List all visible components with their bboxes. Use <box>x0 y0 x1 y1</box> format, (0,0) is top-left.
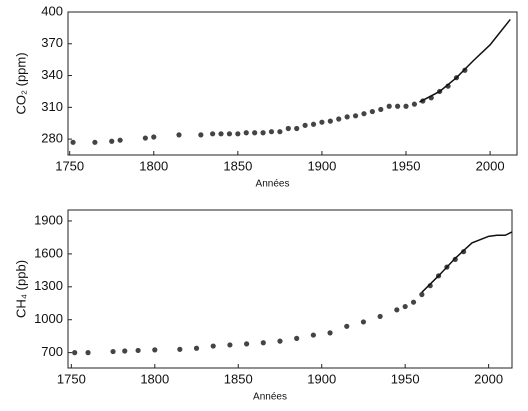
point <box>117 137 123 143</box>
point <box>92 139 98 145</box>
x-axis-label: Années <box>253 392 287 403</box>
point <box>110 348 116 355</box>
x-tick-label: 1800 <box>139 158 168 173</box>
y-tick-label: 340 <box>41 67 63 82</box>
point <box>277 129 283 135</box>
point <box>377 313 383 320</box>
x-tick-label: 1850 <box>224 371 253 386</box>
point <box>294 335 300 341</box>
plot-frame <box>67 11 518 156</box>
point <box>310 332 316 338</box>
point <box>218 131 224 137</box>
point <box>210 343 216 349</box>
x-tick-label: 1750 <box>55 158 84 173</box>
point <box>177 346 183 352</box>
point <box>378 106 384 113</box>
point <box>176 132 182 138</box>
point <box>344 114 350 120</box>
point <box>327 330 333 336</box>
y-tick-label: 1300 <box>34 278 63 293</box>
point <box>360 319 367 325</box>
point <box>402 303 408 310</box>
point <box>327 118 333 124</box>
point <box>277 338 283 344</box>
point <box>302 122 308 128</box>
point <box>243 130 249 136</box>
y-tick-label: 700 <box>41 344 63 359</box>
point <box>268 129 275 135</box>
point <box>152 347 158 353</box>
point <box>151 134 157 140</box>
point <box>122 348 128 354</box>
plot-frame <box>67 209 513 369</box>
x-axis-label: Années <box>256 179 290 190</box>
point <box>198 132 204 138</box>
x-tick-label: 1800 <box>140 371 169 386</box>
line <box>421 231 513 293</box>
point <box>419 291 425 298</box>
point <box>361 111 367 117</box>
point <box>109 138 115 144</box>
point <box>285 125 291 132</box>
point <box>193 345 200 351</box>
y-tick-label: 310 <box>41 99 63 114</box>
point <box>352 113 359 119</box>
point <box>85 350 91 356</box>
point <box>403 103 409 109</box>
x-tick-label: 1950 <box>391 371 420 386</box>
point <box>260 130 266 136</box>
point <box>244 341 250 347</box>
point <box>411 101 418 107</box>
point <box>252 130 258 136</box>
y-tick-label: 1600 <box>34 245 63 260</box>
x-tick-label: 2000 <box>476 158 505 173</box>
y-tick-label: 370 <box>41 35 63 50</box>
line <box>419 18 511 103</box>
x-tick-label: 1900 <box>307 371 336 386</box>
point <box>210 131 216 137</box>
point <box>369 108 375 115</box>
point <box>142 135 148 141</box>
point <box>260 340 266 346</box>
y-axis-label: CO₂ (ppm) <box>13 52 28 114</box>
point <box>394 307 400 313</box>
x-tick-label: 1950 <box>392 158 421 173</box>
point <box>310 121 317 127</box>
x-tick-label: 2000 <box>474 371 503 386</box>
point <box>410 299 417 305</box>
point <box>135 347 141 354</box>
point <box>294 125 300 132</box>
x-tick-label: 1850 <box>223 158 252 173</box>
point <box>72 350 78 356</box>
point <box>319 119 325 125</box>
x-tick-label: 1750 <box>57 371 86 386</box>
y-tick-label: 1900 <box>34 212 63 227</box>
y-tick-label: 280 <box>41 131 63 146</box>
y-tick-label: 400 <box>41 3 63 18</box>
point <box>226 131 233 137</box>
point <box>235 131 241 137</box>
point <box>336 116 342 122</box>
y-axis-label: CH₄ (ppb) <box>13 260 28 318</box>
point <box>227 342 233 348</box>
point <box>344 323 350 329</box>
point <box>395 103 401 109</box>
point <box>386 103 392 109</box>
point <box>70 139 76 145</box>
y-tick-label: 1000 <box>34 311 63 326</box>
x-tick-label: 1900 <box>307 158 336 173</box>
